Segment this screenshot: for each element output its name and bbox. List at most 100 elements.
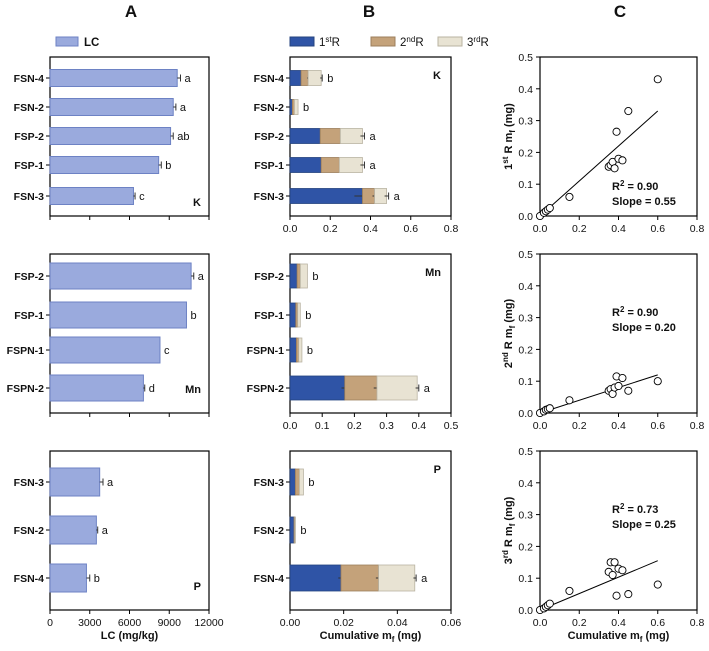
scatter-y-tick-label: 0.2 <box>518 541 533 553</box>
scatter-axis-tick-label: 0.8 <box>690 223 705 235</box>
category-label: FSN-4 <box>14 573 44 585</box>
scatter-y-tick-label: 0.3 <box>518 116 533 128</box>
significance-letter: b <box>305 310 311 322</box>
r-squared-sup: 2 <box>620 502 625 511</box>
release-bar-segment <box>344 375 378 401</box>
release-bar-segment <box>289 516 295 544</box>
r-squared-label: R2 = 0.73 <box>612 502 658 516</box>
release-bar-segment <box>338 157 363 173</box>
legend-swatch-release <box>370 36 396 47</box>
y-axis-title-sub: f <box>508 130 517 133</box>
scatter-point <box>614 381 623 391</box>
x-axis-title-main: Cumulative m <box>320 630 392 642</box>
scatter-y-tick-label: 0.0 <box>518 211 533 223</box>
category-label: FSPN-2 <box>247 383 285 395</box>
legend-label-sup: nd <box>406 35 415 44</box>
lc-bar <box>49 336 161 364</box>
scatter-axis-tick-label: 0.2 <box>572 223 587 235</box>
release-bar-segment <box>294 99 299 115</box>
scatter-point <box>624 386 633 395</box>
lc-axis-tick-label: 0 <box>47 617 53 629</box>
category-label: FSN-3 <box>254 477 284 489</box>
scatter-axis-tick-label: 0.4 <box>611 420 626 432</box>
legend-swatch-release <box>289 36 315 47</box>
scatter-point <box>565 192 574 201</box>
r-squared-value: = 0.73 <box>624 504 658 516</box>
y-axis-title-tail: (mg) <box>503 496 515 523</box>
release-bar-segment <box>289 564 342 592</box>
y-axis-title-mid: R m <box>503 328 515 352</box>
release-axis-tick-label: 0.00 <box>280 617 301 629</box>
y-axis-title-sup: rd <box>501 550 510 558</box>
panel-letter-b: B <box>363 2 375 21</box>
significance-letter: a <box>394 191 401 203</box>
legend-label-sup: rd <box>473 35 480 44</box>
scatter-y-tick-label: 0.5 <box>518 249 533 261</box>
significance-letter: a <box>198 271 205 283</box>
y-axis-title-sup: st <box>501 156 510 163</box>
release-axis-tick-label: 0.1 <box>315 420 330 432</box>
category-label: FSN-3 <box>254 191 284 203</box>
release-bar-segment <box>294 468 300 496</box>
slope-label: Slope = 0.25 <box>612 519 676 531</box>
scatter-point <box>545 599 554 608</box>
significance-letter: b <box>165 160 171 172</box>
release-bar-segment <box>289 157 322 173</box>
scatter-axis-tick-label: 0.4 <box>611 223 626 235</box>
legend-label-lc: LC <box>84 37 99 49</box>
scatter-y-tick-label: 0.1 <box>518 573 533 585</box>
release-axis-tick-label: 0.2 <box>347 420 362 432</box>
scatter-point <box>618 566 627 575</box>
category-label: FSP-1 <box>254 310 284 322</box>
slope-label: Slope = 0.55 <box>612 196 676 208</box>
panel-letter-a: A <box>125 2 137 21</box>
y-axis-title-sub: f <box>508 523 517 526</box>
significance-letter: d <box>149 383 155 395</box>
release-bar-segment <box>298 337 303 363</box>
legend-label-base: 3 <box>467 37 473 49</box>
element-label: P <box>194 581 201 593</box>
lc-bar <box>49 563 87 593</box>
x-axis-title-sub: f <box>640 635 643 644</box>
significance-letter: b <box>308 477 314 489</box>
release-bar-segment <box>296 263 301 289</box>
panel-letter-c: C <box>614 2 626 21</box>
regression-line <box>539 560 658 611</box>
release-bar-segment <box>289 70 302 86</box>
scatter-axis-tick-label: 0.8 <box>690 420 705 432</box>
scatter-axis-tick-label: 0.2 <box>572 617 587 629</box>
r-squared-base: R <box>612 181 620 193</box>
y-axis-title: 3rd R mf (mg) <box>501 496 517 564</box>
r-squared-base: R <box>612 504 620 516</box>
significance-letter: b <box>94 573 100 585</box>
scatter-axis-tick-label: 0.6 <box>650 420 665 432</box>
scatter-point <box>653 580 662 589</box>
significance-letter: a <box>421 573 428 585</box>
release-bar-segment <box>294 516 296 544</box>
release-bar-segment <box>297 302 301 328</box>
category-label: FSN-2 <box>14 102 44 114</box>
release-plot-frame <box>289 253 452 414</box>
x-axis-title: Cumulative mf (mg) <box>568 630 670 644</box>
lc-bar <box>49 262 192 290</box>
scatter-y-tick-label: 0.0 <box>518 408 533 420</box>
y-axis-title: 2nd R mf (mg) <box>501 299 517 369</box>
scatter-y-tick-label: 0.0 <box>518 605 533 617</box>
scatter-point <box>545 404 554 413</box>
significance-letter: a <box>180 102 187 114</box>
lc-bar <box>49 127 172 145</box>
significance-letter: ab <box>177 131 189 143</box>
scatter-y-tick-label: 0.2 <box>518 344 533 356</box>
y-axis-title-pre: 2 <box>503 362 515 368</box>
significance-letter: a <box>185 73 192 85</box>
release-axis-tick-label: 0.4 <box>411 420 426 432</box>
legend-label-release: 3rdR <box>467 35 489 49</box>
scatter-axis-tick-label: 0.2 <box>572 420 587 432</box>
lc-bar <box>49 467 101 497</box>
significance-letter: b <box>327 73 333 85</box>
release-bar-segment <box>298 468 304 496</box>
scatter-y-tick-label: 0.5 <box>518 446 533 458</box>
x-axis-title-sub: f <box>392 635 395 644</box>
lc-axis-tick-label: 9000 <box>158 617 182 629</box>
scatter-axis-tick-label: 0.0 <box>533 617 548 629</box>
